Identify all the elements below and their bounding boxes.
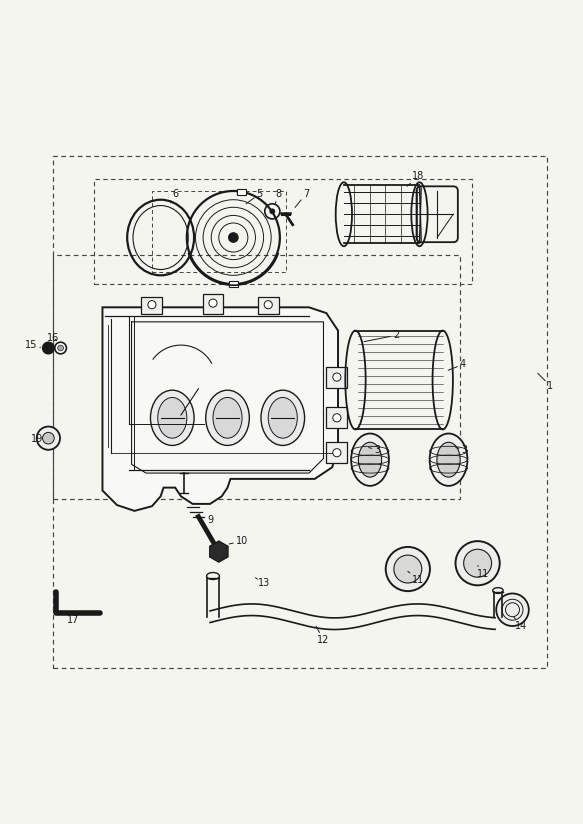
Ellipse shape — [158, 397, 187, 438]
Text: 5: 5 — [246, 189, 262, 204]
Text: 7: 7 — [295, 189, 309, 208]
Circle shape — [229, 233, 238, 242]
Ellipse shape — [206, 391, 250, 446]
Text: 8: 8 — [275, 189, 282, 204]
Text: 17: 17 — [67, 612, 80, 625]
Text: 15: 15 — [24, 340, 40, 350]
Ellipse shape — [213, 397, 242, 438]
Circle shape — [43, 342, 54, 353]
Polygon shape — [103, 307, 338, 511]
Text: 11: 11 — [408, 571, 424, 584]
Polygon shape — [210, 541, 228, 562]
Text: 13: 13 — [255, 578, 270, 588]
Circle shape — [496, 593, 529, 626]
Circle shape — [455, 541, 500, 585]
Text: 10: 10 — [229, 536, 248, 546]
Circle shape — [333, 414, 341, 422]
Circle shape — [58, 345, 64, 351]
Bar — [237, 189, 246, 194]
Ellipse shape — [150, 391, 194, 446]
Polygon shape — [326, 442, 347, 463]
Text: 12: 12 — [316, 626, 329, 645]
Text: 18: 18 — [407, 171, 424, 186]
Polygon shape — [258, 297, 279, 314]
Circle shape — [386, 547, 430, 591]
Circle shape — [55, 342, 66, 353]
Polygon shape — [326, 367, 347, 387]
Circle shape — [37, 427, 60, 450]
Text: 19: 19 — [31, 434, 43, 444]
Circle shape — [333, 373, 341, 382]
Circle shape — [269, 208, 275, 214]
Ellipse shape — [359, 442, 382, 477]
Circle shape — [148, 301, 156, 309]
Ellipse shape — [437, 442, 460, 477]
Text: 6: 6 — [171, 189, 178, 203]
Ellipse shape — [351, 433, 389, 486]
Text: 3: 3 — [368, 445, 381, 455]
Ellipse shape — [430, 433, 468, 486]
Polygon shape — [202, 294, 223, 314]
Ellipse shape — [261, 391, 304, 446]
Circle shape — [394, 555, 422, 583]
Text: 14: 14 — [514, 616, 528, 631]
Text: 1: 1 — [538, 373, 553, 391]
Circle shape — [209, 299, 217, 307]
Circle shape — [43, 433, 54, 444]
Text: 2: 2 — [364, 330, 399, 342]
Circle shape — [333, 448, 341, 456]
Polygon shape — [142, 297, 163, 314]
Text: 9: 9 — [203, 515, 213, 525]
Text: 16: 16 — [47, 333, 59, 343]
Circle shape — [463, 550, 491, 577]
Text: 4: 4 — [448, 359, 466, 370]
Bar — [229, 281, 238, 287]
Circle shape — [264, 301, 272, 309]
Ellipse shape — [268, 397, 297, 438]
Text: 3: 3 — [456, 445, 468, 455]
Polygon shape — [326, 407, 347, 428]
Text: 11: 11 — [477, 565, 490, 578]
